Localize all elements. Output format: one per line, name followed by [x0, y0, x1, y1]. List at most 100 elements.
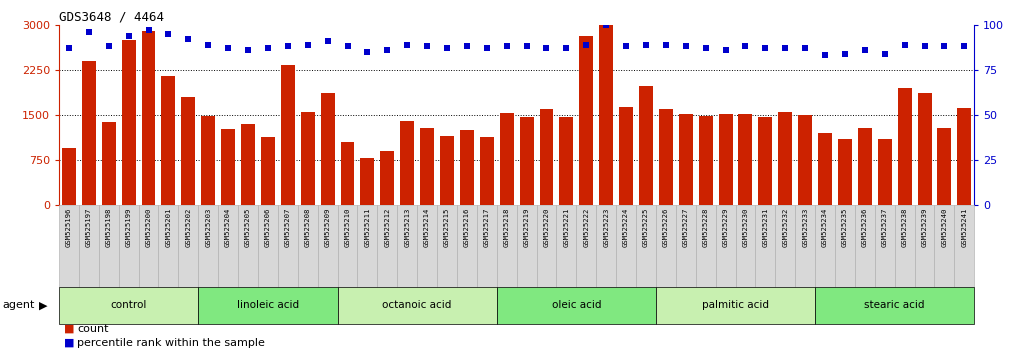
- Point: [916, 44, 933, 49]
- Text: ■: ■: [64, 324, 74, 333]
- Bar: [954, 205, 974, 287]
- Bar: [59, 205, 79, 287]
- Bar: [537, 205, 556, 287]
- Text: GSM525226: GSM525226: [663, 208, 669, 247]
- Text: GSM525209: GSM525209: [324, 208, 331, 247]
- Bar: [738, 114, 753, 205]
- Point: [479, 45, 495, 51]
- Bar: [957, 108, 971, 205]
- Text: linoleic acid: linoleic acid: [237, 300, 299, 310]
- Bar: [178, 205, 198, 287]
- Text: GSM525213: GSM525213: [404, 208, 410, 247]
- Point: [658, 42, 674, 47]
- Text: GSM525220: GSM525220: [543, 208, 549, 247]
- Text: GSM525207: GSM525207: [285, 208, 291, 247]
- Bar: [815, 205, 835, 287]
- Text: control: control: [111, 300, 146, 310]
- Bar: [437, 205, 457, 287]
- Bar: [577, 205, 596, 287]
- Bar: [59, 287, 198, 324]
- Bar: [499, 113, 514, 205]
- Text: GSM525233: GSM525233: [802, 208, 809, 247]
- Point: [340, 44, 356, 49]
- Bar: [895, 205, 914, 287]
- Point: [61, 45, 77, 51]
- Point: [538, 45, 554, 51]
- Point: [180, 36, 196, 42]
- Point: [797, 45, 814, 51]
- Bar: [556, 205, 577, 287]
- Bar: [219, 205, 238, 287]
- Point: [379, 47, 396, 53]
- Bar: [360, 158, 374, 205]
- Text: GSM525198: GSM525198: [106, 208, 112, 247]
- Bar: [878, 139, 892, 205]
- Point: [439, 45, 456, 51]
- Bar: [477, 205, 496, 287]
- Bar: [119, 205, 138, 287]
- Text: GSM525238: GSM525238: [902, 208, 907, 247]
- Bar: [835, 205, 855, 287]
- Text: GSM525235: GSM525235: [842, 208, 848, 247]
- Bar: [616, 205, 636, 287]
- Point: [737, 44, 754, 49]
- Bar: [858, 128, 872, 205]
- Text: palmitic acid: palmitic acid: [702, 300, 769, 310]
- Point: [937, 44, 953, 49]
- Bar: [656, 205, 676, 287]
- Text: GSM525197: GSM525197: [85, 208, 92, 247]
- Bar: [460, 130, 474, 205]
- Bar: [320, 93, 335, 205]
- Bar: [138, 205, 159, 287]
- Bar: [338, 287, 496, 324]
- Bar: [855, 205, 875, 287]
- Bar: [221, 129, 235, 205]
- Bar: [62, 148, 76, 205]
- Bar: [719, 114, 732, 205]
- Point: [698, 45, 714, 51]
- Bar: [298, 205, 317, 287]
- Point: [598, 22, 614, 28]
- Text: GSM525240: GSM525240: [942, 208, 948, 247]
- Text: GSM525211: GSM525211: [364, 208, 370, 247]
- Bar: [457, 205, 477, 287]
- Point: [897, 42, 913, 47]
- Text: GSM525203: GSM525203: [205, 208, 212, 247]
- Bar: [241, 124, 255, 205]
- Text: GSM525202: GSM525202: [185, 208, 191, 247]
- Bar: [357, 205, 377, 287]
- Text: GSM525214: GSM525214: [424, 208, 430, 247]
- Bar: [838, 139, 852, 205]
- Text: GSM525234: GSM525234: [822, 208, 828, 247]
- Text: GSM525223: GSM525223: [603, 208, 609, 247]
- Point: [101, 44, 117, 49]
- Text: GSM525205: GSM525205: [245, 208, 251, 247]
- Bar: [496, 287, 656, 324]
- Point: [300, 42, 316, 47]
- Point: [280, 44, 296, 49]
- Text: ▶: ▶: [39, 300, 47, 310]
- Bar: [122, 40, 135, 205]
- Bar: [619, 107, 633, 205]
- Text: GSM525228: GSM525228: [703, 208, 709, 247]
- Bar: [301, 112, 314, 205]
- Point: [80, 29, 97, 35]
- Bar: [238, 205, 258, 287]
- Point: [120, 33, 136, 39]
- Text: GSM525227: GSM525227: [682, 208, 689, 247]
- Bar: [278, 205, 298, 287]
- Text: oleic acid: oleic acid: [551, 300, 601, 310]
- Bar: [676, 205, 696, 287]
- Bar: [258, 205, 278, 287]
- Point: [558, 45, 575, 51]
- Text: GSM525221: GSM525221: [563, 208, 570, 247]
- Bar: [656, 287, 815, 324]
- Bar: [82, 61, 96, 205]
- Bar: [201, 116, 216, 205]
- Bar: [440, 136, 454, 205]
- Point: [220, 45, 236, 51]
- Text: GSM525216: GSM525216: [464, 208, 470, 247]
- Bar: [496, 205, 517, 287]
- Point: [359, 49, 375, 55]
- Text: GDS3648 / 4464: GDS3648 / 4464: [59, 11, 164, 24]
